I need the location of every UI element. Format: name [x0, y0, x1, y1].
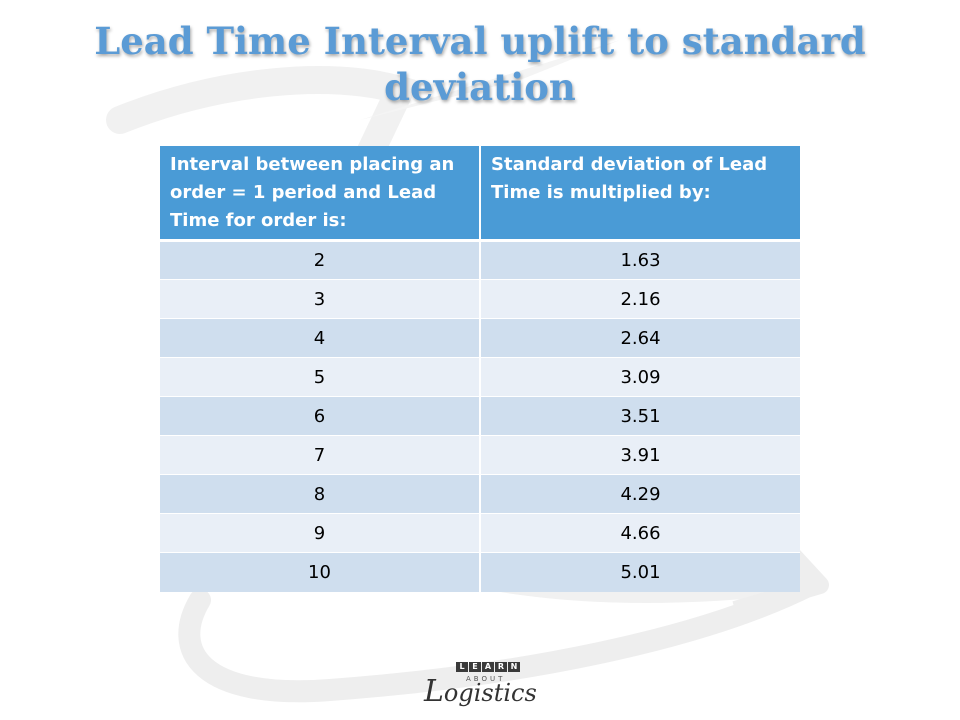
interval-cell: 3	[160, 279, 481, 319]
multiplier-cell: 5.01	[480, 552, 800, 592]
logo-letter: E	[469, 662, 481, 672]
table-row: 7 3.91	[160, 435, 800, 475]
table-header-row: Interval between placing an order = 1 pe…	[160, 146, 800, 242]
interval-cell: 8	[160, 474, 481, 514]
logo-letter: A	[482, 662, 494, 672]
logo-wordmark: Logistics	[424, 674, 537, 709]
logo-initial: L	[424, 674, 444, 709]
interval-cell: 4	[160, 318, 481, 358]
uplift-table: Interval between placing an order = 1 pe…	[160, 146, 800, 592]
table-row: 6 3.51	[160, 396, 800, 436]
table-row: 8 4.29	[160, 474, 800, 514]
multiplier-cell: 4.66	[480, 513, 800, 553]
logo-letter: R	[495, 662, 507, 672]
table-row: 2 1.63	[160, 240, 800, 280]
multiplier-cell: 1.63	[480, 240, 800, 280]
interval-cell: 10	[160, 552, 481, 592]
logo-learn-blocks: L E A R N	[456, 662, 520, 672]
interval-cell: 2	[160, 240, 481, 280]
multiplier-cell: 2.64	[480, 318, 800, 358]
multiplier-cell: 2.16	[480, 279, 800, 319]
logo-about-text: ABOUT	[466, 675, 506, 683]
interval-cell: 9	[160, 513, 481, 553]
learn-about-logistics-logo: L E A R N ABOUT Logistics	[418, 660, 548, 716]
interval-cell: 7	[160, 435, 481, 475]
header-interval: Interval between placing an order = 1 pe…	[160, 146, 481, 242]
interval-cell: 5	[160, 357, 481, 397]
logo-rest: ogistics	[443, 679, 537, 707]
logo-letter: L	[456, 662, 468, 672]
table-row: 5 3.09	[160, 357, 800, 397]
header-multiplier: Standard deviation of Lead Time is multi…	[480, 146, 800, 242]
uplift-table-container: Interval between placing an order = 1 pe…	[160, 146, 800, 592]
interval-cell: 6	[160, 396, 481, 436]
multiplier-cell: 3.09	[480, 357, 800, 397]
table-row: 10 5.01	[160, 552, 800, 592]
multiplier-cell: 3.91	[480, 435, 800, 475]
multiplier-cell: 3.51	[480, 396, 800, 436]
logo-letter: N	[508, 662, 520, 672]
multiplier-cell: 4.29	[480, 474, 800, 514]
table-row: 9 4.66	[160, 513, 800, 553]
page-title: Lead Time Interval uplift to standard de…	[94, 19, 866, 109]
table-row: 4 2.64	[160, 318, 800, 358]
table-row: 3 2.16	[160, 279, 800, 319]
